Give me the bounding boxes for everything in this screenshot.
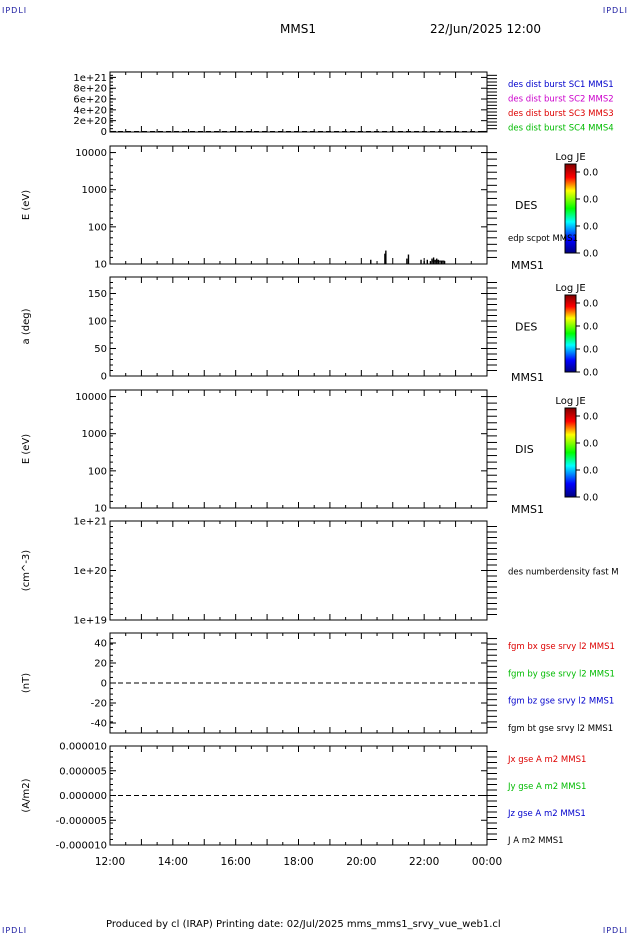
series-label: Jx gse A m2 MMS1: [507, 755, 586, 765]
x-tick-label: 18:00: [283, 856, 313, 868]
y-axis-title: (cm^-3): [21, 550, 32, 591]
series-label: Jy gse A m2 MMS1: [507, 782, 586, 792]
colorbar-tick-label: 0.0: [583, 412, 598, 423]
colorbar-title: Log JE: [555, 396, 585, 407]
y-tick-label: 1e+19: [73, 616, 107, 627]
y-tick-label: -0.000010: [56, 841, 107, 852]
panel-frame: [109, 520, 488, 621]
y-tick-label: 1e+21: [73, 517, 107, 528]
panel-frame: [109, 71, 488, 133]
series-label: des dist burst SC2 MMS2: [508, 95, 614, 105]
y-tick-label: -20: [91, 699, 107, 710]
y-tick-label: 10: [94, 504, 107, 515]
x-tick-label: 20:00: [346, 856, 376, 868]
x-tick-label: 22:00: [409, 856, 439, 868]
series-label: fgm by gse srvy l2 MMS1: [508, 669, 615, 679]
panel-frame: [109, 145, 488, 265]
corner-logo-top-right: IPDLI: [602, 6, 628, 15]
y-tick-label: 10: [94, 260, 107, 271]
colorbar-tick-label: 0.0: [583, 368, 598, 379]
datetime-title: 22/Jun/2025 12:00: [430, 22, 542, 36]
spectrogram-name: DES: [515, 321, 537, 334]
y-tick-label: 1000: [82, 185, 107, 196]
y-tick-label: 0.000010: [59, 742, 107, 753]
panel-frame: [109, 389, 488, 509]
colorbar: [564, 407, 577, 498]
spacecraft-label: MMS1: [511, 503, 544, 516]
x-tick-label: 16:00: [221, 856, 251, 868]
y-tick-label: 1e+20: [73, 566, 107, 577]
y-axis-title: (A/m2): [21, 778, 32, 812]
colorbar-tick-label: 0.0: [583, 322, 598, 333]
spectrogram-name: DIS: [515, 443, 534, 456]
panel-frame: [109, 276, 488, 377]
colorbar-tick-label: 0.0: [583, 345, 598, 356]
y-tick-label: 0.000000: [59, 791, 107, 802]
series-label: fgm bt gse srvy l2 MMS1: [508, 724, 613, 734]
colorbar-tick-label: 0.0: [583, 222, 598, 233]
y-tick-label: 150: [88, 289, 107, 300]
y-tick-label: 50: [94, 344, 107, 355]
series-label: des numberdensity fast M: [508, 568, 619, 578]
series-label: fgm bz gse srvy l2 MMS1: [508, 697, 614, 707]
series-label: des dist burst SC4 MMS4: [508, 124, 614, 134]
y-tick-label: 100: [88, 222, 107, 233]
x-tick-label: 14:00: [158, 856, 188, 868]
y-tick-label: 2e+20: [73, 116, 107, 127]
y-tick-label: 1000: [82, 429, 107, 440]
y-tick-label: -0.000005: [56, 816, 107, 827]
colorbar-title: Log JE: [555, 283, 585, 294]
y-tick-label: 100: [88, 466, 107, 477]
y-tick-label: 10000: [75, 148, 107, 159]
y-tick-label: 8e+20: [73, 84, 107, 95]
y-tick-label: 0: [101, 127, 107, 138]
y-tick-label: 100: [88, 317, 107, 328]
colorbar-tick-label: 0.0: [583, 168, 598, 179]
colorbar: [564, 163, 577, 254]
y-axis-title: E (eV): [21, 434, 32, 464]
colorbar-tick-label: 0.0: [583, 493, 598, 504]
series-label: fgm bx gse srvy l2 MMS1: [508, 642, 615, 652]
x-tick-label: 12:00: [95, 856, 125, 868]
x-tick-label: 00:00: [472, 856, 502, 868]
spacecraft-title: MMS1: [280, 22, 316, 36]
y-tick-label: 0: [101, 372, 107, 383]
y-tick-label: 4e+20: [73, 105, 107, 116]
overlay-label: edp scpot MMS1: [508, 234, 578, 244]
series-label: des dist burst SC1 MMS1: [508, 80, 614, 90]
corner-logo-bottom-left: IPDLI: [2, 926, 28, 935]
corner-logo-bottom-right: IPDLI: [602, 926, 628, 935]
colorbar-tick-label: 0.0: [583, 466, 598, 477]
y-axis-title: E (eV): [21, 190, 32, 220]
colorbar-title: Log JE: [555, 152, 585, 163]
spacecraft-label: MMS1: [511, 259, 544, 272]
spacecraft-label: MMS1: [511, 371, 544, 384]
y-tick-label: -40: [91, 719, 107, 730]
y-tick-label: 0.000005: [59, 766, 107, 777]
y-tick-label: 10000: [75, 392, 107, 403]
colorbar-tick-label: 0.0: [583, 249, 598, 260]
y-tick-label: 0: [101, 679, 107, 690]
corner-logo-top-left: IPDLI: [2, 6, 28, 15]
footer-credit: Produced by cl (IRAP) Printing date: 02/…: [106, 919, 501, 930]
colorbar-tick-label: 0.0: [583, 299, 598, 310]
y-tick-label: 40: [94, 639, 107, 650]
series-label: Jz gse A m2 MMS1: [507, 809, 586, 819]
y-tick-label: 20: [94, 659, 107, 670]
y-tick-label: 1e+21: [73, 73, 107, 84]
y-tick-label: 6e+20: [73, 95, 107, 106]
y-axis-title: a (deg): [21, 308, 32, 344]
colorbar-tick-label: 0.0: [583, 195, 598, 206]
spectrogram-name: DES: [515, 199, 537, 212]
y-axis-title: (nT): [21, 673, 32, 693]
series-label: des dist burst SC3 MMS3: [508, 109, 614, 119]
colorbar: [564, 294, 577, 373]
series-label: J A m2 MMS1: [507, 836, 564, 846]
colorbar-tick-label: 0.0: [583, 439, 598, 450]
